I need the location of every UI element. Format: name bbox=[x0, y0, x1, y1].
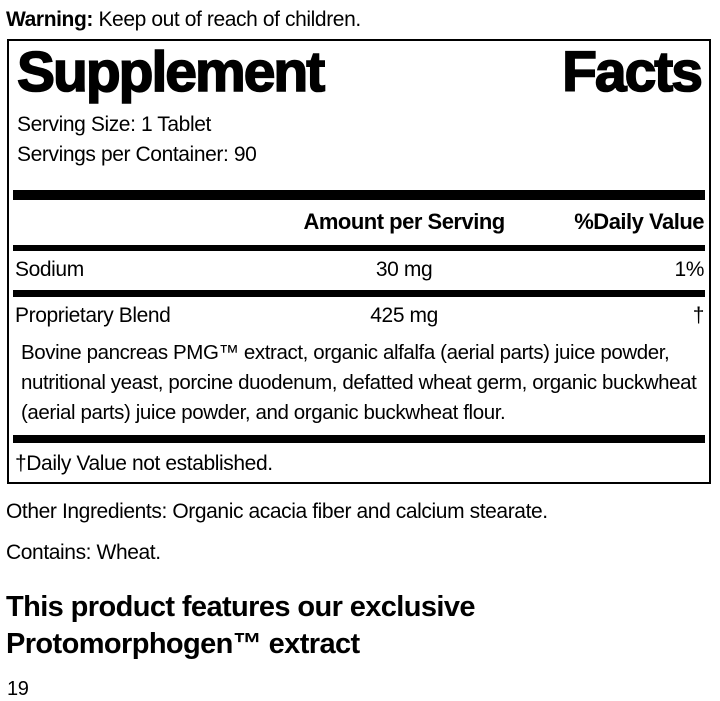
nutrient-name: Proprietary Blend bbox=[15, 303, 171, 327]
column-header-row: Amount per Serving %Daily Value bbox=[12, 200, 706, 245]
serving-size: Serving Size: 1 Tablet bbox=[17, 113, 211, 137]
daily-value-footnote: †Daily Value not established. bbox=[15, 452, 273, 476]
warning-line: Warning: Keep out of reach of children. bbox=[0, 0, 720, 32]
divider-bar-footnote bbox=[13, 435, 705, 444]
divider-bar-top bbox=[13, 189, 705, 200]
panel-title: Supplement Facts bbox=[16, 40, 704, 105]
header-amount-per-serving: Amount per Serving bbox=[303, 208, 505, 234]
feature-statement: This product features our exclusive Prot… bbox=[6, 591, 476, 661]
supplement-facts-panel: Supplement Facts Serving Size: 1 Tablet … bbox=[7, 39, 711, 485]
nutrient-daily-value: 1% bbox=[674, 257, 704, 281]
nutrient-daily-value: † bbox=[692, 303, 705, 327]
servings-per-container: Servings per Container: 90 bbox=[17, 143, 257, 167]
divider-bar-header bbox=[13, 244, 705, 251]
nutrient-amount: 425 mg bbox=[370, 303, 438, 327]
table-row-sodium: Sodium 30 mg 1% bbox=[12, 251, 706, 290]
table-row-proprietary-blend: Proprietary Blend 425 mg † bbox=[12, 297, 706, 336]
divider-bar-sodium bbox=[13, 289, 705, 297]
proprietary-blend-description: Bovine pancreas PMG™ extract, organic al… bbox=[21, 340, 697, 425]
page-number: 19 bbox=[7, 677, 29, 700]
contains-statement: Contains: Wheat. bbox=[6, 541, 161, 565]
nutrient-name: Sodium bbox=[15, 257, 84, 281]
other-ingredients: Other Ingredients: Organic acacia fiber … bbox=[6, 500, 548, 524]
nutrient-amount: 30 mg bbox=[375, 257, 433, 281]
header-daily-value: %Daily Value bbox=[574, 208, 704, 234]
warning-text: Keep out of reach of children. bbox=[93, 8, 361, 31]
warning-label: Warning: bbox=[6, 8, 94, 31]
